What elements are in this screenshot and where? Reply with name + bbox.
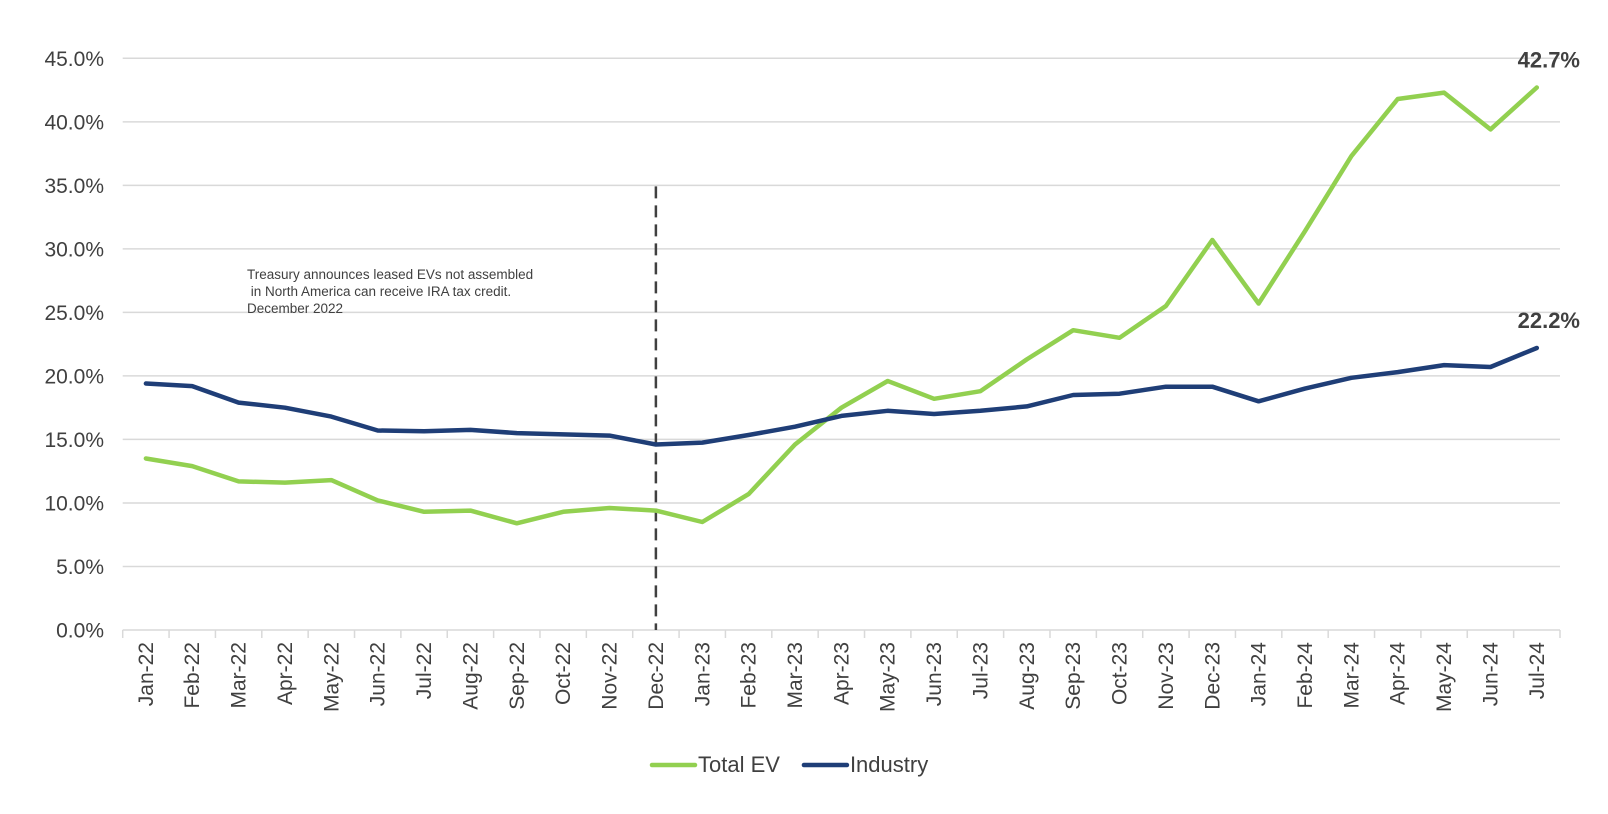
y-tick-label: 5.0%	[56, 556, 104, 579]
series-line-total-ev	[143, 85, 1540, 526]
x-tick-label: May-24	[1433, 642, 1456, 712]
x-tick-label: May-23	[877, 642, 900, 712]
x-tick-label: Oct-22	[552, 642, 575, 705]
x-tick-label: May-22	[320, 642, 343, 712]
end-labels: 42.7% 22.2%	[1518, 48, 1580, 333]
x-tick-label: Jan-22	[135, 642, 158, 706]
y-tick-label: 30.0%	[44, 238, 104, 261]
end-value-label: 22.2%	[1518, 308, 1580, 333]
x-tick-label: Dec-22	[645, 642, 668, 710]
y-tick-label: 15.0%	[44, 429, 104, 452]
annotation-line: December 2022	[247, 301, 343, 316]
y-tick-label: 0.0%	[56, 620, 104, 643]
x-axis-tick-labels: Jan-22 Feb-22 Mar-22 Apr-22 May-22 Jun-22 Jul-…	[135, 642, 1549, 712]
annotation-line: Treasury announces leased EVs not assemb…	[247, 267, 533, 282]
y-tick-label: 20.0%	[44, 365, 104, 388]
x-tick-label: Dec-23	[1201, 642, 1224, 710]
x-tick-label: Mar-22	[228, 642, 251, 709]
x-tick-label: Jun-23	[923, 642, 946, 706]
x-tick-label: Feb-23	[738, 642, 761, 709]
x-tick-label: Sep-23	[1062, 642, 1085, 710]
legend-label: Industry	[850, 752, 928, 777]
legend-label: Total EV	[698, 752, 780, 777]
annotations: Treasury announces leased EVs not assemb…	[247, 186, 658, 630]
event-annotation-text: Treasury announces leased EVs not assemb…	[247, 267, 533, 316]
x-tick-label: Apr-24	[1387, 642, 1410, 705]
y-axis-tick-labels: 0.0% 5.0% 10.0% 15.0% 20.0% 25.0% 30.0% 35.0% 40…	[44, 48, 104, 643]
x-tick-label: Jul-23	[969, 642, 992, 699]
x-tick-label: Feb-22	[181, 642, 204, 709]
end-value-label: 42.7%	[1518, 48, 1580, 73]
x-tick-label: Sep-22	[506, 642, 529, 710]
x-tick-label: Aug-22	[459, 642, 482, 710]
x-axis	[121, 629, 1561, 638]
x-tick-label: Jul-24	[1526, 642, 1549, 700]
x-tick-label: Jun-22	[367, 642, 390, 706]
series-line-industry	[143, 345, 1540, 447]
x-tick-label: Jul-22	[413, 642, 436, 699]
x-tick-label: Nov-23	[1155, 642, 1178, 710]
y-tick-label: 10.0%	[44, 492, 104, 515]
series-lines	[143, 85, 1540, 526]
y-tick-label: 40.0%	[44, 111, 104, 134]
y-tick-label: 35.0%	[44, 175, 104, 198]
x-tick-label: Oct-23	[1109, 642, 1132, 705]
x-tick-label: Jan-24	[1248, 642, 1271, 707]
x-tick-label: Apr-23	[830, 642, 853, 705]
x-tick-label: Feb-24	[1294, 642, 1317, 709]
x-tick-label: Mar-23	[784, 642, 807, 709]
y-tick-label: 25.0%	[44, 302, 104, 325]
x-tick-label: Mar-24	[1340, 642, 1363, 709]
gridlines	[122, 57, 1560, 568]
legend: Total EV Industry	[649, 752, 928, 777]
x-tick-label: Nov-22	[599, 642, 622, 710]
annotation-line: in North America can receive IRA tax cre…	[247, 284, 511, 299]
x-tick-label: Jun-24	[1479, 642, 1502, 707]
x-tick-label: Apr-22	[274, 642, 297, 705]
x-tick-label: Aug-23	[1016, 642, 1039, 710]
x-tick-label: Jan-23	[691, 642, 714, 706]
y-tick-label: 45.0%	[44, 48, 104, 71]
